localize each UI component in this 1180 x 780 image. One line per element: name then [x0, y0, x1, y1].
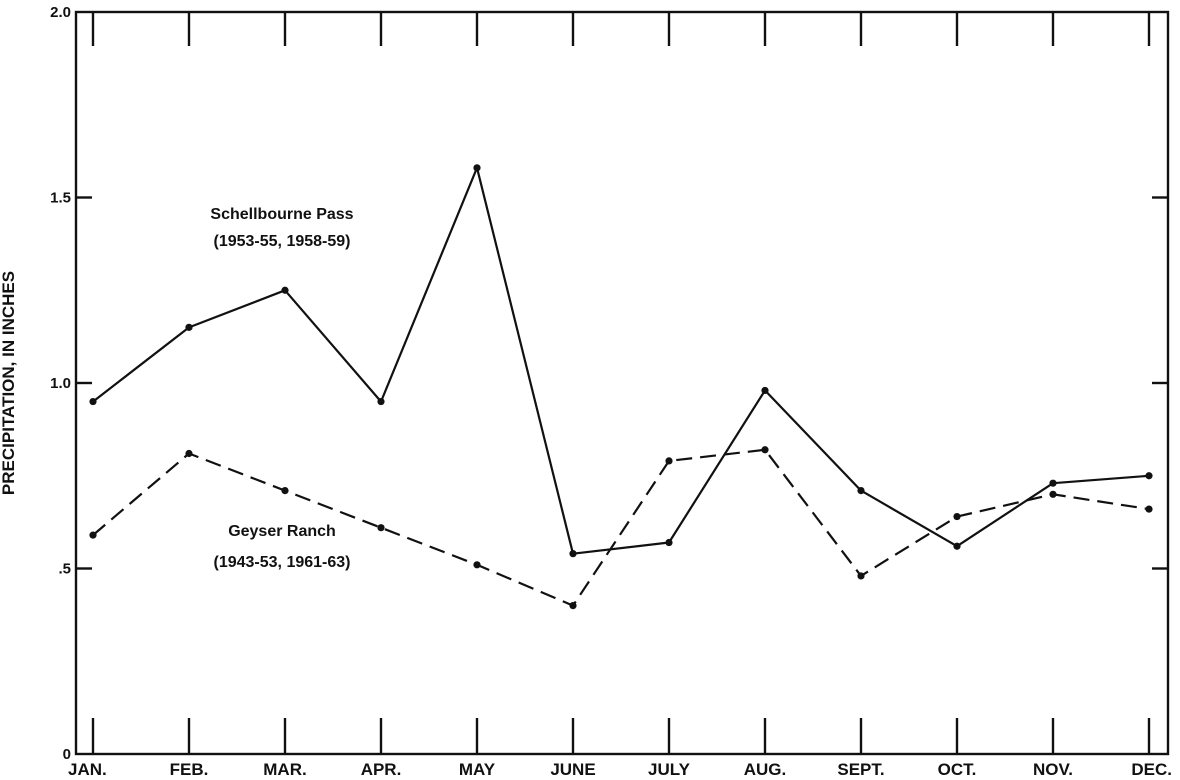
schellbourne-point-3: [377, 397, 385, 406]
geyser-point-2: [281, 486, 289, 495]
x-tick-label: SEPT.: [837, 760, 884, 779]
y-tick-label: 1.5: [50, 190, 71, 207]
geyser-point-0: [89, 531, 97, 539]
x-tick-label: JULY: [648, 760, 691, 779]
y-tick-label: 0: [63, 746, 71, 763]
series-period-label: (1943-53, 1961-63): [214, 554, 351, 571]
geyser-point-4: [473, 561, 481, 569]
x-axis-ticks: JAN. FEB. MAR. APR. MAY JUNE JULY AUG. SEPT. OCT.…: [68, 12, 1172, 779]
y-tick-label: 1.0: [50, 375, 71, 392]
x-tick-label: AUG.: [744, 760, 787, 779]
geyser-point-8: [857, 572, 865, 580]
y-axis-ticks: 0 .5 1.0 1.5 2.0: [50, 4, 1168, 763]
geyser-point-9: [953, 512, 961, 521]
schellbourne-point-2: [281, 286, 289, 294]
schellbourne-point-5: [569, 550, 577, 558]
x-tick-label: OCT.: [938, 760, 977, 779]
y-tick-label: 2.0: [50, 4, 71, 21]
series-line-schellbourne-pass: [92, 166, 1150, 555]
x-tick-label: JAN.: [68, 760, 107, 779]
x-tick-label: DEC.: [1131, 760, 1172, 779]
x-tick-label: MAY: [459, 760, 496, 779]
series-name-label: Schellbourne Pass: [210, 206, 353, 223]
schellbourne-point-11: [1145, 472, 1153, 480]
geyser-point-10: [1049, 490, 1057, 498]
series-label-geyser: Geyser Ranch (1943-53, 1961-63): [214, 523, 351, 571]
x-tick-label: MAR.: [263, 760, 306, 779]
y-tick-label: .5: [58, 561, 71, 578]
schellbourne-point-7: [761, 386, 769, 395]
geyser-point-7: [761, 446, 769, 454]
series-period-label: (1953-55, 1958-59): [214, 233, 351, 250]
x-tick-label: FEB.: [170, 760, 209, 779]
geyser-point-5: [569, 602, 577, 610]
plot-frame: [74, 10, 1170, 756]
schellbourne-point-8: [857, 486, 865, 495]
y-axis-title: PRECIPITATION, IN INCHES: [0, 271, 18, 495]
schellbourne-point-4: [473, 164, 481, 172]
geyser-point-6: [665, 457, 673, 465]
x-tick-label: APR.: [361, 760, 402, 779]
series-layer: [89, 164, 1153, 610]
schellbourne-point-10: [1049, 479, 1057, 487]
schellbourne-point-9: [953, 542, 961, 550]
x-tick-label: JUNE: [550, 760, 595, 779]
geyser-point-11: [1145, 505, 1153, 513]
x-tick-label: NOV.: [1033, 760, 1073, 779]
schellbourne-point-1: [185, 323, 193, 331]
geyser-point-1: [185, 449, 193, 458]
schellbourne-point-6: [665, 538, 673, 547]
series-line-geyser-ranch: [92, 448, 1150, 607]
series-label-schellbourne: Schellbourne Pass (1953-55, 1958-59): [210, 206, 353, 250]
geyser-point-3: [377, 524, 385, 532]
series-name-label: Geyser Ranch: [228, 523, 336, 540]
schellbourne-point-0: [89, 397, 97, 406]
